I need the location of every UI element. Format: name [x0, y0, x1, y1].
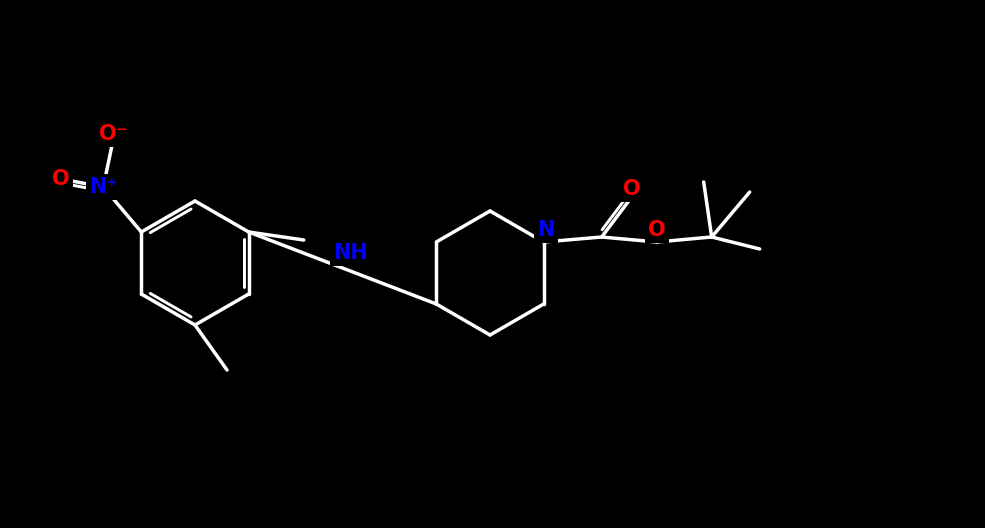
Text: O: O: [648, 220, 666, 240]
Text: O: O: [52, 169, 70, 189]
Text: NH: NH: [333, 243, 367, 263]
Text: O⁻: O⁻: [99, 124, 128, 144]
Text: N: N: [537, 220, 555, 240]
Text: N⁺: N⁺: [89, 177, 117, 197]
Text: O: O: [623, 179, 640, 199]
